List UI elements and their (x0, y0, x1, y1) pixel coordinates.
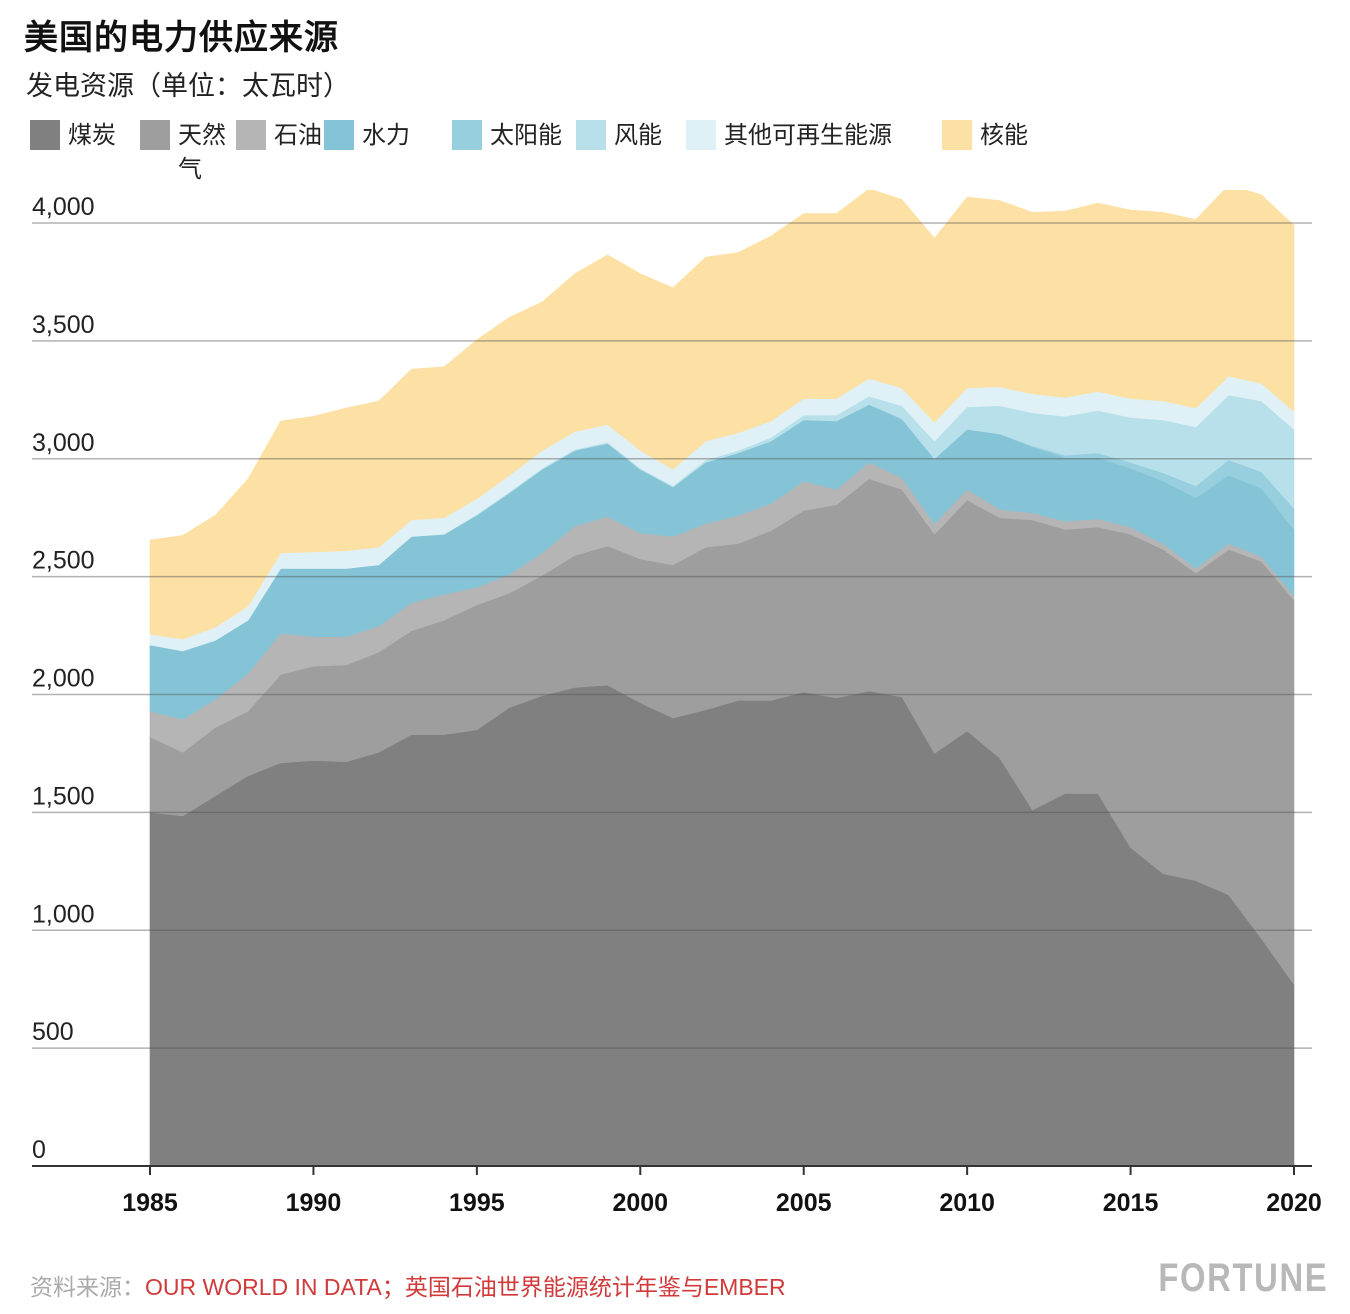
legend-label: 水力 (362, 121, 410, 149)
legend-item-solar: 太阳能 (452, 120, 562, 152)
legend-item-oil: 石油 (236, 120, 322, 152)
y-tick-label: 2,000 (32, 665, 95, 693)
y-tick-label: 3,000 (32, 429, 95, 457)
legend-swatch (576, 120, 606, 150)
y-tick-label: 3,500 (32, 311, 95, 339)
y-tick-label: 1,000 (32, 900, 95, 928)
y-tick-label: 4,000 (32, 193, 95, 221)
legend-item-wind: 风能 (576, 120, 662, 152)
source-label: 资料来源： (30, 1275, 145, 1301)
stacked-area-chart: 0 500 1,000 1,500 2,000 2,500 3,000 3,500 4,000 1… (32, 190, 1322, 1217)
x-tick-label: 2000 (612, 1189, 668, 1217)
legend-swatch (236, 120, 266, 150)
legend-label: 石油 (274, 121, 322, 149)
legend-swatch (452, 120, 482, 150)
source-note: 资料来源：OUR WORLD IN DATA；英国石油世界能源统计年鉴与EMBE… (30, 1268, 786, 1302)
x-tick-label: 1995 (449, 1189, 505, 1217)
legend-label: 天然气 (178, 121, 226, 183)
legend-swatch (942, 120, 972, 150)
chart-subtitle: 发电资源（单位：太瓦时） (26, 71, 350, 102)
legend-swatch (140, 120, 170, 150)
x-tick-label: 2005 (776, 1189, 832, 1217)
area-layers (149, 190, 1295, 1167)
x-tick-label: 1990 (286, 1189, 342, 1217)
chart-title: 美国的电力供应来源 (24, 18, 339, 58)
y-gridlines: 0 500 1,000 1,500 2,000 2,500 3,000 3,500 4,000 (32, 193, 1312, 1164)
legend-label: 其他可再生能源 (724, 121, 892, 149)
y-tick-label: 0 (32, 1136, 46, 1164)
x-ticks: 1985 1990 1995 2000 2005 2010 2015 2020 (122, 1166, 1322, 1217)
legend-swatch (30, 120, 60, 150)
legend-item-other-renewables: 其他可再生能源 (686, 120, 892, 152)
y-tick-label: 1,500 (32, 782, 95, 810)
legend-item-coal: 煤炭 (30, 120, 116, 152)
x-tick-label: 2010 (939, 1189, 995, 1217)
area-series-7 (149, 190, 1295, 640)
chart-legend: 煤炭 天然气 石油 水力 太阳能 风能 其他可再生能源 核能 (0, 118, 1350, 188)
y-tick-label: 2,500 (32, 547, 95, 575)
x-tick-label: 2015 (1103, 1189, 1159, 1217)
legend-label: 太阳能 (490, 121, 562, 149)
x-tick-label: 2020 (1266, 1189, 1322, 1217)
legend-label: 煤炭 (68, 121, 116, 149)
legend-item-nuclear: 核能 (942, 120, 1028, 152)
legend-label: 风能 (614, 121, 662, 149)
source-text: OUR WORLD IN DATA；英国石油世界能源统计年鉴与EMBER (145, 1274, 786, 1300)
legend-item-hydro: 水力 (324, 120, 410, 152)
y-tick-label: 500 (32, 1018, 74, 1046)
fortune-logo: FORTUNE (1157, 1256, 1328, 1300)
legend-label: 核能 (980, 121, 1028, 149)
legend-swatch (686, 120, 716, 150)
legend-item-gas: 天然气 (140, 120, 232, 186)
legend-swatch (324, 120, 354, 150)
x-tick-label: 1985 (122, 1189, 178, 1217)
